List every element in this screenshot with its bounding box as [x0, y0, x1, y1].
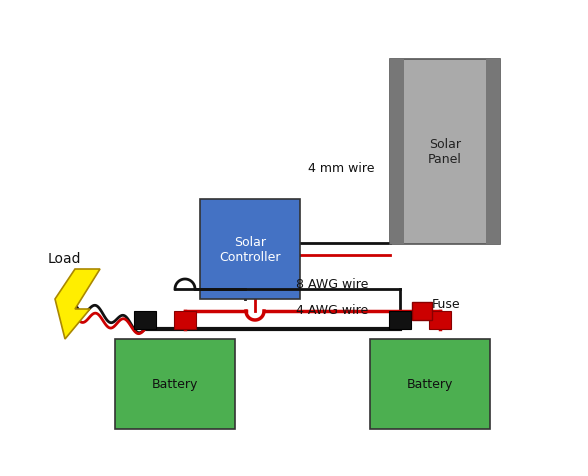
- Text: 4 AWG wire: 4 AWG wire: [296, 303, 368, 317]
- Bar: [174, 311, 196, 329]
- Bar: [389, 311, 411, 329]
- Bar: [115, 339, 235, 429]
- Text: Solar
Controller: Solar Controller: [219, 236, 280, 263]
- Polygon shape: [55, 269, 100, 339]
- Text: Solar
Panel: Solar Panel: [428, 138, 462, 166]
- Text: Battery: Battery: [152, 378, 198, 391]
- Text: 4 mm wire: 4 mm wire: [308, 162, 375, 175]
- Bar: [390, 60, 500, 245]
- Bar: [134, 311, 156, 329]
- Bar: [429, 311, 451, 329]
- Text: Battery: Battery: [407, 378, 453, 391]
- Bar: [390, 60, 404, 245]
- Text: Load: Load: [48, 251, 82, 266]
- Text: Fuse: Fuse: [432, 298, 460, 310]
- Bar: [200, 199, 300, 299]
- Bar: [370, 339, 490, 429]
- Text: 8 AWG wire: 8 AWG wire: [296, 278, 368, 290]
- Bar: [486, 60, 500, 245]
- Bar: [412, 302, 432, 320]
